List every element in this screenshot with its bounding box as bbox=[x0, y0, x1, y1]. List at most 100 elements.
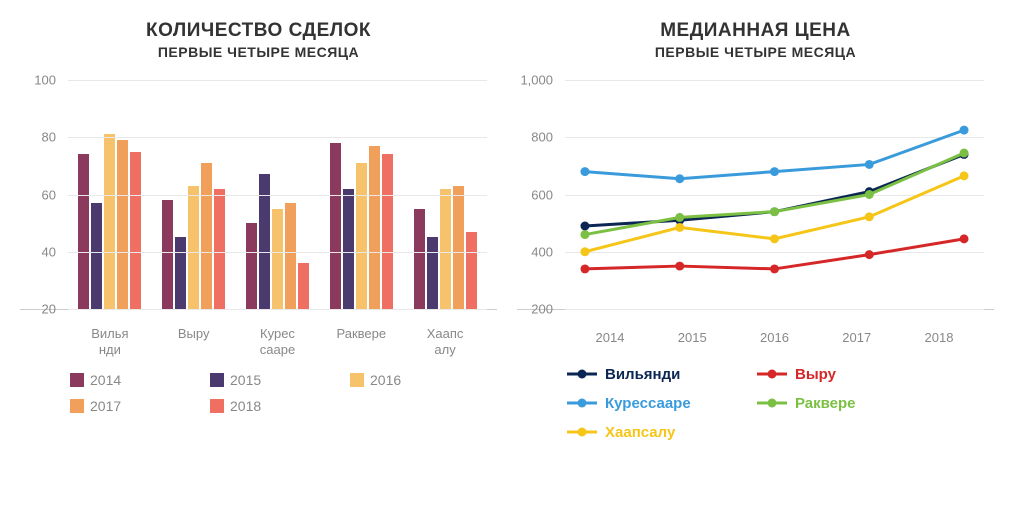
bar bbox=[298, 263, 309, 309]
bar bbox=[382, 154, 393, 309]
bar-x-label: Выру bbox=[169, 326, 219, 357]
bar-title: КОЛИЧЕСТВО СДЕЛОК bbox=[20, 20, 497, 42]
bar bbox=[78, 154, 89, 309]
legend-swatch bbox=[70, 399, 84, 413]
line-legend-item: Раквере bbox=[757, 395, 907, 412]
bar bbox=[91, 203, 102, 309]
bar-legend-item: 2017 bbox=[70, 398, 170, 414]
bar-y-tick: 100 bbox=[34, 73, 56, 88]
legend-swatch bbox=[70, 373, 84, 387]
legend-label: 2017 bbox=[90, 398, 121, 414]
line-legend-marker bbox=[567, 397, 597, 409]
bar-legend-item: 2015 bbox=[210, 372, 310, 388]
bar bbox=[285, 203, 296, 309]
line-x-labels: 20142015201620172018 bbox=[565, 330, 984, 346]
bar-y-tick: 40 bbox=[42, 244, 56, 259]
bar-gridline bbox=[68, 309, 487, 310]
line-marker bbox=[960, 126, 969, 135]
line-y-tick: 200 bbox=[531, 302, 553, 317]
line-legend-label: Раквере bbox=[795, 395, 856, 412]
bar-plot bbox=[68, 80, 487, 309]
line-y-tick: 800 bbox=[531, 130, 553, 145]
bar-y-tick: 60 bbox=[42, 187, 56, 202]
bar-title-block: КОЛИЧЕСТВО СДЕЛОК ПЕРВЫЕ ЧЕТЫРЕ МЕСЯЦА bbox=[20, 20, 497, 60]
line-legend-item: Выру bbox=[757, 366, 907, 383]
line-marker bbox=[770, 167, 779, 176]
bar-legend-item: 2016 bbox=[350, 372, 450, 388]
bar-legend: 2014 2015 2016 2017 2018 bbox=[70, 372, 497, 414]
line-series bbox=[585, 239, 964, 269]
line-legend-item: Вильянди bbox=[567, 366, 717, 383]
line-plot-area: 2004006008001,000 bbox=[517, 80, 994, 310]
line-subtitle: ПЕРВЫЕ ЧЕТЫРЕ МЕСЯЦА bbox=[517, 44, 994, 60]
line-marker bbox=[770, 234, 779, 243]
line-x-label: 2017 bbox=[832, 330, 882, 346]
legend-label: 2016 bbox=[370, 372, 401, 388]
bar-y-tick: 20 bbox=[42, 302, 56, 317]
line-y-axis: 2004006008001,000 bbox=[517, 80, 559, 309]
line-legend-marker bbox=[757, 368, 787, 380]
line-y-tick: 600 bbox=[531, 187, 553, 202]
bar-y-axis: 20406080100 bbox=[20, 80, 62, 309]
line-marker bbox=[865, 160, 874, 169]
bar-y-tick: 80 bbox=[42, 130, 56, 145]
bar-x-label: Вильянди bbox=[85, 326, 135, 357]
bar-gridline bbox=[68, 252, 487, 253]
bar bbox=[330, 143, 341, 309]
line-marker bbox=[960, 234, 969, 243]
line-marker bbox=[675, 174, 684, 183]
bar bbox=[466, 232, 477, 309]
bar bbox=[453, 186, 464, 309]
line-legend-item: Курессааре bbox=[567, 395, 717, 412]
line-marker bbox=[865, 212, 874, 221]
bar bbox=[175, 237, 186, 309]
line-x-label: 2018 bbox=[914, 330, 964, 346]
bar-legend-item: 2014 bbox=[70, 372, 170, 388]
legend-label: 2014 bbox=[90, 372, 121, 388]
bar bbox=[369, 146, 380, 309]
line-marker bbox=[675, 223, 684, 232]
line-legend-label: Вильянди bbox=[605, 366, 680, 383]
bar-legend-item: 2018 bbox=[210, 398, 310, 414]
bar-x-label: Раквере bbox=[336, 326, 386, 357]
bar-gridline bbox=[68, 195, 487, 196]
line-marker bbox=[770, 207, 779, 216]
line-title: МЕДИАННАЯ ЦЕНА bbox=[517, 20, 994, 42]
bar bbox=[117, 140, 128, 309]
bar-x-label: Курессааре bbox=[252, 326, 302, 357]
line-marker bbox=[865, 190, 874, 199]
bar bbox=[356, 163, 367, 309]
legend-swatch bbox=[210, 399, 224, 413]
bar bbox=[162, 200, 173, 309]
line-x-label: 2016 bbox=[750, 330, 800, 346]
line-title-block: МЕДИАННАЯ ЦЕНА ПЕРВЫЕ ЧЕТЫРЕ МЕСЯЦА bbox=[517, 20, 994, 60]
line-y-tick: 400 bbox=[531, 244, 553, 259]
line-legend-label: Хаапсалу bbox=[605, 424, 675, 441]
bar bbox=[214, 189, 225, 309]
line-marker bbox=[580, 264, 589, 273]
line-marker bbox=[770, 264, 779, 273]
line-marker bbox=[580, 230, 589, 239]
line-marker bbox=[675, 213, 684, 222]
line-marker bbox=[580, 247, 589, 256]
line-legend-marker bbox=[567, 426, 597, 438]
bar bbox=[414, 209, 425, 309]
bar-x-labels: Вильянди Выру Курессааре Раквере Хаапсалу bbox=[68, 326, 487, 357]
line-chart-panel: МЕДИАННАЯ ЦЕНА ПЕРВЫЕ ЧЕТЫРЕ МЕСЯЦА 200 4… bbox=[517, 20, 994, 500]
bar-gridline bbox=[68, 80, 487, 81]
line-plot bbox=[565, 80, 984, 309]
line-legend-marker bbox=[567, 368, 597, 380]
bar bbox=[104, 134, 115, 309]
bar-gridline bbox=[68, 137, 487, 138]
line-legend-item: Хаапсалу bbox=[567, 424, 717, 441]
line-marker bbox=[580, 222, 589, 231]
line-marker bbox=[580, 167, 589, 176]
line-legend-label: Выру bbox=[795, 366, 836, 383]
bar bbox=[272, 209, 283, 309]
bar-x-label: Хаапсалу bbox=[420, 326, 470, 357]
line-marker bbox=[675, 262, 684, 271]
bar bbox=[130, 152, 141, 309]
bar bbox=[343, 189, 354, 309]
line-legend-label: Курессааре bbox=[605, 395, 691, 412]
line-gridline bbox=[565, 309, 984, 310]
